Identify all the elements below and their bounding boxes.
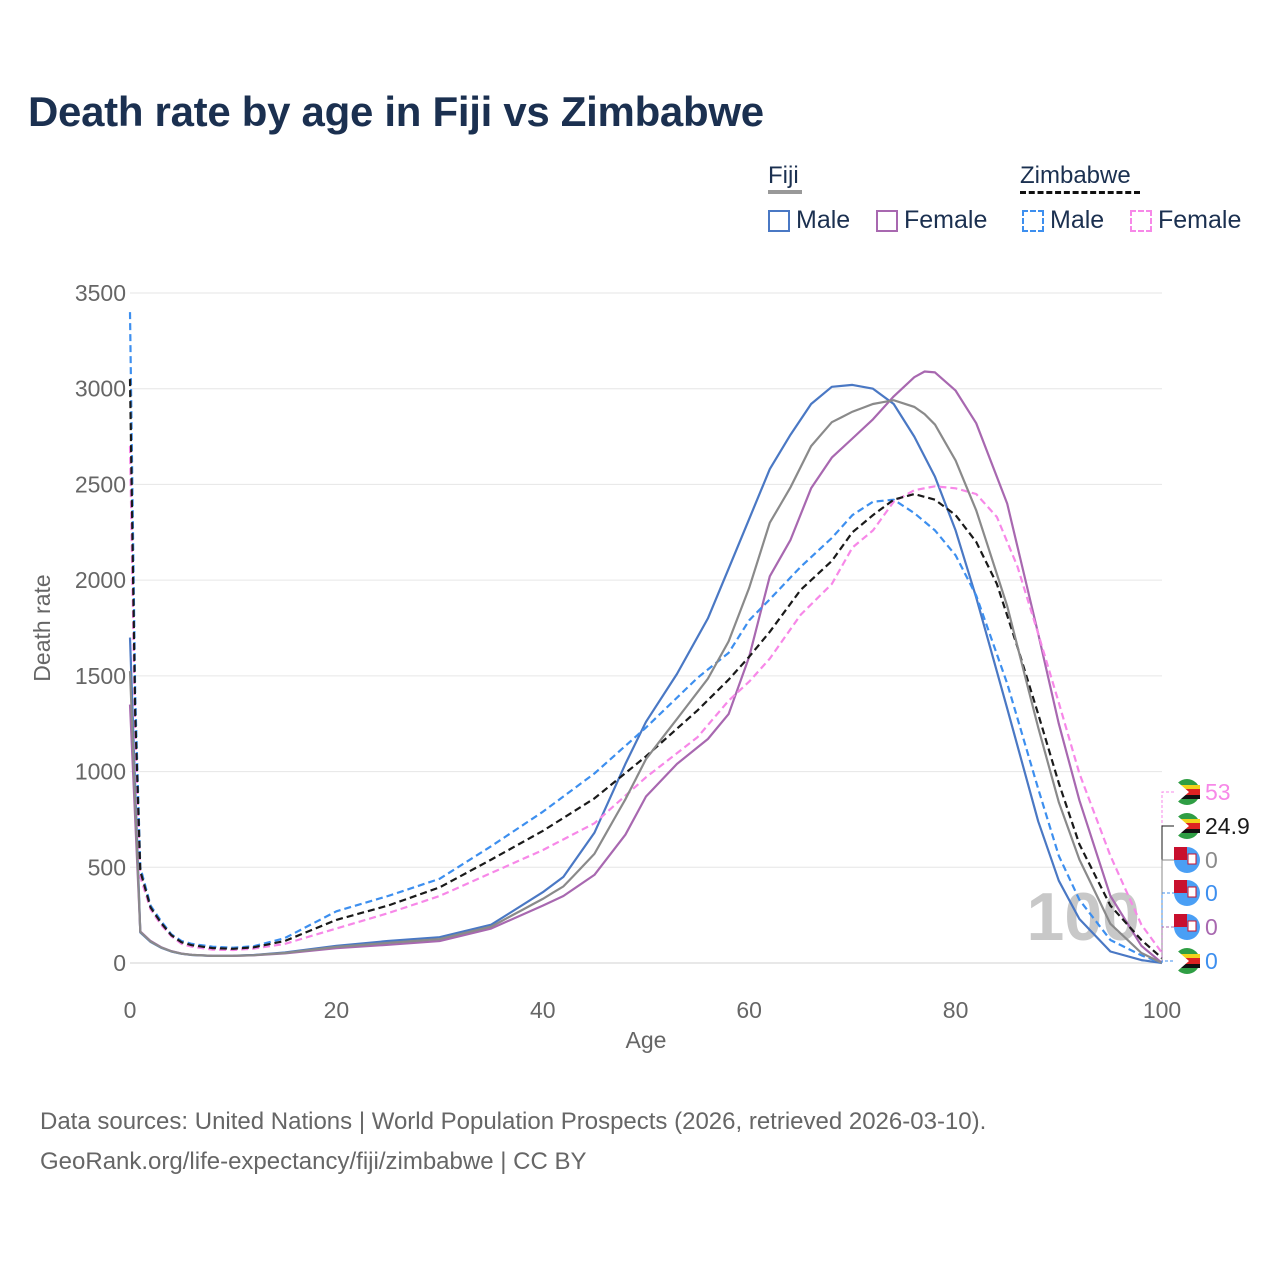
- y-tick-label: 0: [113, 950, 126, 976]
- legend-group-zimbabwe: Zimbabwe: [1020, 162, 1140, 194]
- legend-group-fiji: Fiji: [768, 162, 802, 194]
- y-tick-label: 500: [88, 854, 126, 880]
- legend-item-fiji-male[interactable]: Male: [768, 206, 850, 235]
- series-line-fiji-female[interactable]: [128, 370, 1163, 964]
- y-tick-label: 1500: [75, 663, 126, 689]
- x-tick-label: 20: [324, 997, 350, 1023]
- y-axis-label: Death rate: [29, 574, 55, 681]
- fiji-flag-icon: [1174, 847, 1200, 873]
- end-label-connector: [1161, 926, 1176, 963]
- x-axis-label: Age: [626, 1027, 667, 1053]
- series-line-zimbabwe-female[interactable]: [128, 446, 1163, 954]
- x-tick-label: 100: [1143, 997, 1181, 1023]
- footer-source: Data sources: United Nations | World Pop…: [40, 1108, 987, 1135]
- end-label-value: 0: [1205, 880, 1218, 906]
- grid: [130, 292, 1162, 964]
- legend-swatch-fiji-female: [876, 209, 898, 232]
- end-label-connector: [1161, 892, 1176, 963]
- fiji-flag-icon: [1174, 914, 1200, 940]
- end-label-connector: [1161, 791, 1176, 963]
- series-line-fiji-both[interactable]: [128, 399, 1163, 964]
- zimbabwe-flag-icon: [1174, 813, 1200, 839]
- y-tick-label: 2000: [75, 567, 126, 593]
- year-watermark: 100: [1027, 879, 1140, 955]
- end-label-connector: [1161, 825, 1176, 963]
- series-line-fiji-male[interactable]: [128, 383, 1163, 965]
- end-label-connector: [1161, 859, 1176, 963]
- zimbabwe-flag-icon: [1174, 779, 1200, 805]
- fiji-flag-icon: [1174, 880, 1200, 906]
- legend-item-fiji-female[interactable]: Female: [876, 206, 987, 235]
- y-tick-labels: 0 500 1000 1500 2000 2500 3000 3500: [75, 280, 126, 976]
- y-tick-label: 2500: [75, 471, 126, 497]
- end-label-value: 0: [1205, 914, 1218, 940]
- legend-swatch-fiji-male: [768, 209, 790, 232]
- series-line-zimbabwe-male[interactable]: [128, 312, 1163, 965]
- end-label-value: 24.9: [1205, 813, 1250, 839]
- y-tick-label: 3500: [75, 280, 126, 306]
- end-label-connector: [1161, 960, 1176, 963]
- x-tick-label: 40: [530, 997, 556, 1023]
- zimbabwe-flag-icon: [1174, 948, 1200, 974]
- legend-swatch-zimbabwe-female: [1130, 209, 1152, 232]
- x-tick-labels: 0 20 40 60 80 100: [124, 997, 1182, 1023]
- series-lines: [128, 312, 1163, 965]
- x-tick-label: 0: [124, 997, 137, 1023]
- y-tick-label: 1000: [75, 759, 126, 785]
- legend-fiji-line: [768, 190, 802, 194]
- end-label-value: 0: [1205, 948, 1218, 974]
- legend-item-zimbabwe-male[interactable]: Male: [1022, 206, 1104, 235]
- series-line-zimbabwe-both[interactable]: [128, 379, 1163, 960]
- footer-credit: GeoRank.org/life-expectancy/fiji/zimbabw…: [40, 1148, 587, 1175]
- x-tick-label: 80: [943, 997, 969, 1023]
- x-tick-label: 60: [736, 997, 762, 1023]
- y-tick-label: 3000: [75, 376, 126, 402]
- legend-item-zimbabwe-female[interactable]: Female: [1130, 206, 1241, 235]
- end-label-value: 53: [1205, 779, 1231, 805]
- chart-title: Death rate by age in Fiji vs Zimbabwe: [28, 88, 764, 135]
- end-label-value: 0: [1205, 847, 1218, 873]
- legend-zimbabwe-line: [1020, 191, 1140, 194]
- legend-swatch-zimbabwe-male: [1022, 209, 1044, 232]
- end-labels: 53 24.9 0 0 0 0: [1161, 779, 1250, 974]
